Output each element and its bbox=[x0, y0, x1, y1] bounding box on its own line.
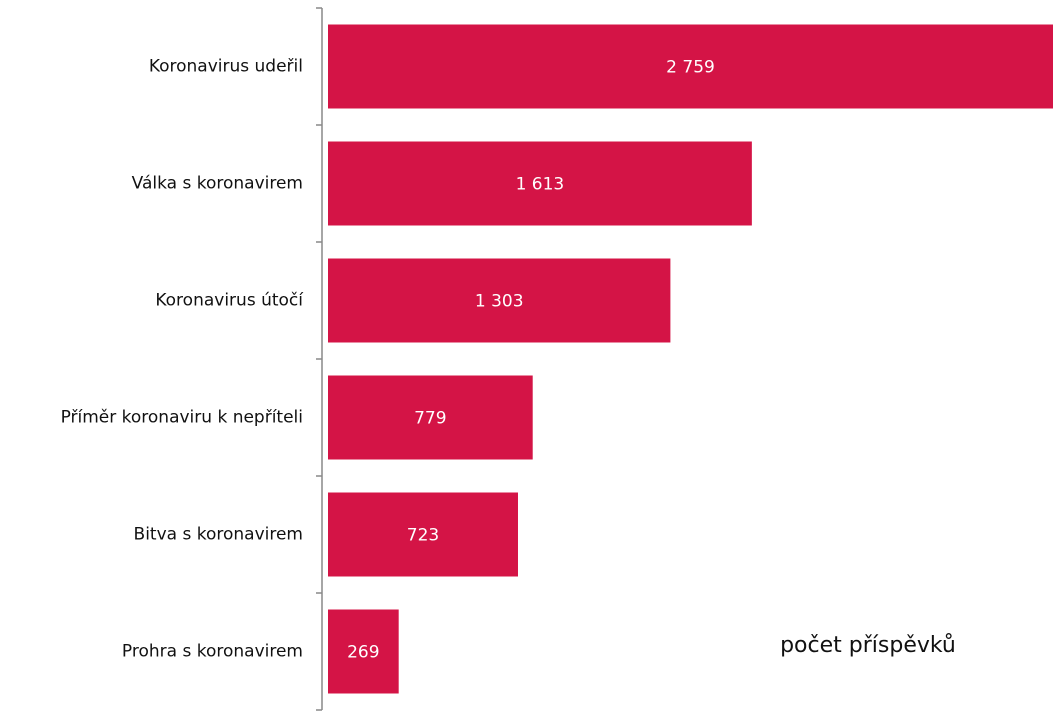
y-tick-label: Prohra s koronavirem bbox=[122, 642, 303, 662]
y-tick-label: Příměr koronaviru k nepříteli bbox=[61, 408, 303, 428]
bar bbox=[328, 492, 518, 577]
bar bbox=[328, 258, 671, 343]
bar bbox=[328, 609, 399, 694]
y-tick-label: Koronavirus udeřil bbox=[149, 57, 303, 77]
value-label: 269 bbox=[347, 643, 379, 663]
value-label: 779 bbox=[414, 409, 446, 429]
value-label: 1 303 bbox=[475, 292, 524, 312]
bar bbox=[328, 141, 752, 226]
annotation: počet příspěvků bbox=[780, 633, 956, 658]
bar bbox=[328, 375, 533, 460]
value-label: 2 759 bbox=[666, 58, 715, 78]
y-tick-label: Válka s koronavirem bbox=[132, 174, 303, 194]
value-label: 1 613 bbox=[516, 175, 565, 195]
value-label: 723 bbox=[407, 526, 439, 546]
bar bbox=[328, 24, 1053, 109]
y-tick-label: Bitva s koronavirem bbox=[134, 525, 303, 545]
y-tick-label: Koronavirus útočí bbox=[155, 291, 304, 311]
